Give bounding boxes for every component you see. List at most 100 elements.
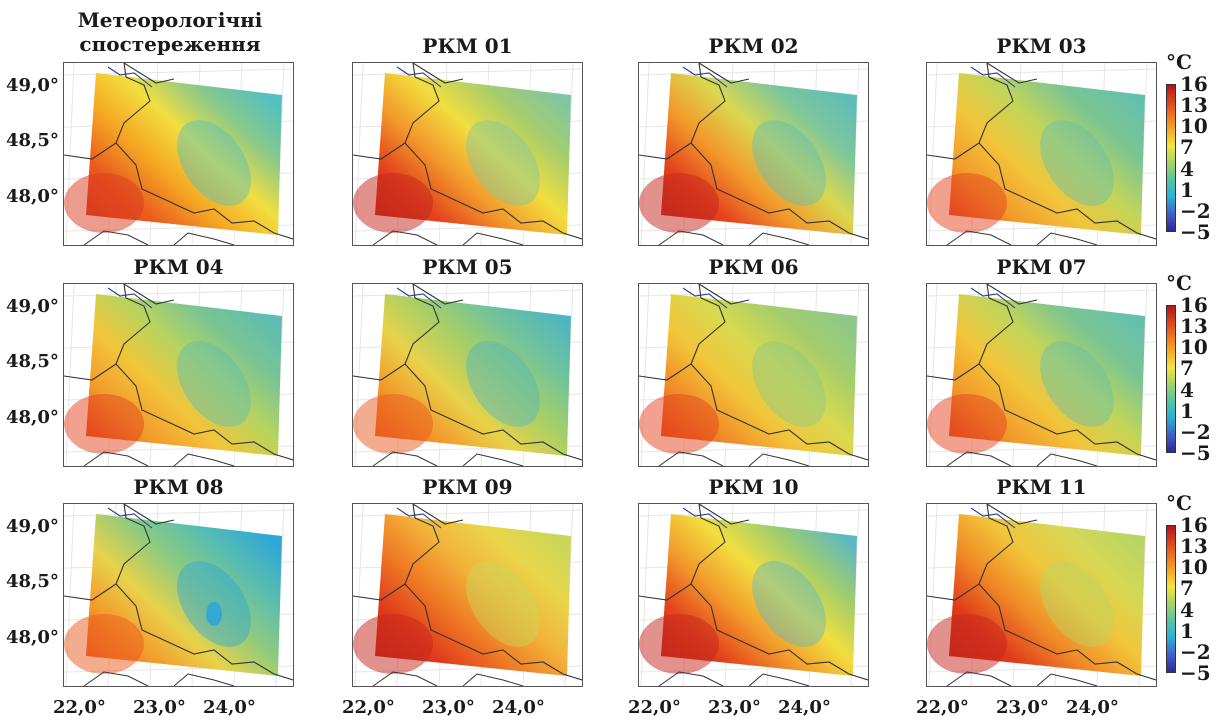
temperature-map [927, 504, 1156, 686]
warm-area [353, 614, 433, 674]
colorbar-unit: °C [1166, 491, 1192, 515]
panel-title: РКМ 01 [422, 34, 513, 58]
country-border [83, 230, 235, 245]
panel-title: РКМ 06 [708, 255, 799, 279]
longitude-label: 24,0° [778, 697, 831, 718]
map-panel [926, 62, 1157, 246]
colorbar-tick-label: 4 [1180, 377, 1194, 402]
panel-title: РКМ 05 [422, 255, 513, 279]
cold-area [177, 341, 251, 427]
longitude-label: 22,0° [53, 697, 106, 718]
longitude-label: 23,0° [422, 697, 475, 718]
temperature-map [639, 504, 868, 686]
longitude-label: 22,0° [916, 697, 969, 718]
river-line [396, 287, 442, 309]
colorbar [1166, 525, 1176, 673]
colorbar-tick-label: 13 [1180, 534, 1208, 559]
panel-title: РКМ 08 [133, 475, 224, 499]
colorbar-tick-label: 4 [1180, 156, 1194, 181]
cold-area [1040, 561, 1114, 647]
country-border [353, 504, 582, 681]
warm-area [639, 394, 719, 454]
temperature-map [353, 284, 582, 466]
cold-area [466, 341, 540, 427]
temperature-map [64, 63, 293, 245]
country-border [658, 230, 810, 245]
country-border [64, 504, 293, 681]
warm-area [927, 614, 1007, 674]
longitude-label: 23,0° [996, 697, 1049, 718]
latitude-label: 48,5° [6, 130, 59, 151]
warm-area [353, 394, 433, 454]
colorbar-unit: °C [1166, 50, 1192, 74]
colorbar-tick-label: 1 [1180, 398, 1194, 423]
country-border [946, 451, 1098, 466]
cold-area [752, 561, 826, 647]
country-border [372, 671, 524, 686]
river-line [682, 507, 728, 529]
country-border [353, 63, 582, 240]
temperature-map [64, 284, 293, 466]
colorbar-tick-label: 16 [1180, 72, 1208, 96]
warm-area [64, 394, 144, 454]
country-border [639, 504, 868, 681]
latitude-label: 48,5° [6, 351, 59, 372]
river-line [107, 507, 153, 529]
map-panel [352, 283, 583, 467]
colorbar-tick-label: 10 [1180, 555, 1208, 580]
cold-area [752, 120, 826, 206]
map-panel [926, 283, 1157, 467]
cold-area [1040, 120, 1114, 206]
warm-area [639, 173, 719, 233]
river-line [396, 66, 442, 88]
river-line [682, 287, 728, 309]
map-panel [63, 503, 294, 687]
latitude-label: 48,0° [6, 407, 59, 428]
colorbar-tick-label: 1 [1180, 618, 1194, 643]
country-border [639, 63, 868, 240]
country-border [372, 451, 524, 466]
colorbar-tick-label: 13 [1180, 314, 1208, 339]
latitude-label: 49,0° [6, 516, 59, 537]
colorbar-tick-label: 16 [1180, 293, 1208, 317]
colorbar-tick-label: 1 [1180, 177, 1194, 202]
latitude-label: 48,5° [6, 571, 59, 592]
warm-area [353, 173, 433, 233]
map-panel [352, 503, 583, 687]
longitude-label: 23,0° [708, 697, 761, 718]
country-border [658, 451, 810, 466]
country-border [372, 230, 524, 245]
country-border [639, 284, 868, 461]
colorbar-tick-label: 7 [1180, 135, 1194, 160]
colorbar [1166, 84, 1176, 232]
latitude-label: 49,0° [6, 296, 59, 317]
warm-area [927, 394, 1007, 454]
river-line [396, 507, 442, 529]
panel-title: РКМ 11 [996, 475, 1087, 499]
colorbar [1166, 305, 1176, 453]
map-panel [638, 283, 869, 467]
river-line [107, 287, 153, 309]
country-border [946, 671, 1098, 686]
map-panel [926, 503, 1157, 687]
panel-title: РКМ 07 [996, 255, 1087, 279]
longitude-label: 22,0° [628, 697, 681, 718]
cold-area [466, 120, 540, 206]
warm-area [64, 173, 144, 233]
colorbar-tick-label: 7 [1180, 576, 1194, 601]
colorbar-tick-label: 13 [1180, 93, 1208, 118]
latitude-label: 48,0° [6, 186, 59, 207]
cold-core [206, 602, 222, 626]
map-panel [638, 62, 869, 246]
colorbar-tick-label: 10 [1180, 114, 1208, 139]
panel-title: РКМ 10 [708, 475, 799, 499]
panel-title: РКМ 03 [996, 34, 1087, 58]
country-border [83, 451, 235, 466]
river-line [682, 66, 728, 88]
temperature-map [353, 504, 582, 686]
temperature-map [353, 63, 582, 245]
colorbar-tick-label: 7 [1180, 356, 1194, 381]
longitude-label: 24,0° [492, 697, 545, 718]
warm-area [64, 614, 144, 674]
colorbar-tick-label: 16 [1180, 513, 1208, 537]
